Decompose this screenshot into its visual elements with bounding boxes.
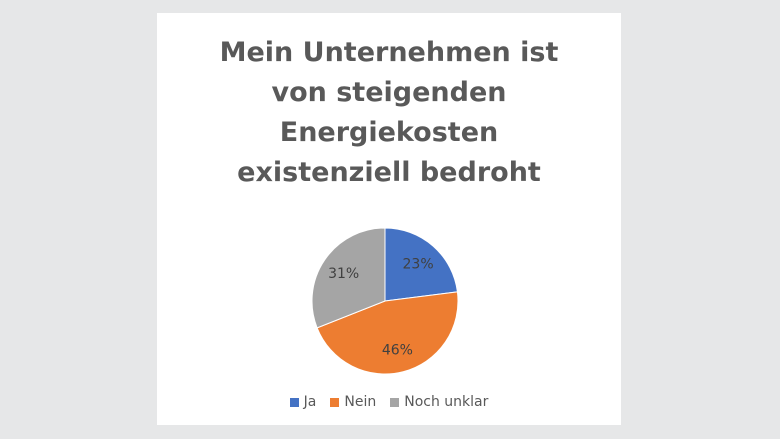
chart-card: Mein Unternehmen ist von steigenden Ener… bbox=[157, 13, 621, 425]
chart-title-line: Mein Unternehmen ist bbox=[219, 37, 559, 68]
slice-data-label: 31% bbox=[328, 266, 359, 282]
legend-swatch bbox=[289, 397, 299, 407]
legend-label: Noch unklar bbox=[404, 394, 489, 410]
legend-swatch bbox=[330, 397, 340, 407]
legend-swatch bbox=[390, 397, 400, 407]
pie-slice-noch-unklar bbox=[311, 227, 386, 329]
legend-item-nein: Nein bbox=[330, 394, 376, 410]
legend-item-ja: Ja bbox=[289, 394, 317, 410]
pie-slice-ja bbox=[384, 227, 458, 302]
legend: Ja Nein Noch unklar bbox=[157, 394, 621, 410]
pie-slice-nein bbox=[316, 291, 459, 375]
legend-label: Nein bbox=[344, 394, 377, 410]
legend-label: Ja bbox=[303, 394, 317, 410]
slice-data-label: 23% bbox=[403, 256, 434, 272]
chart-title: Mein Unternehmen ist von steigenden Ener… bbox=[157, 33, 621, 193]
pie-chart: 23% 46% 31% bbox=[311, 227, 459, 375]
chart-title-line: existenziell bedroht bbox=[237, 157, 541, 188]
chart-title-line: von steigenden bbox=[271, 77, 507, 108]
slice-data-label: 46% bbox=[382, 342, 413, 358]
legend-item-noch-unklar: Noch unklar bbox=[390, 394, 488, 410]
chart-title-line: Energiekosten bbox=[279, 117, 499, 148]
